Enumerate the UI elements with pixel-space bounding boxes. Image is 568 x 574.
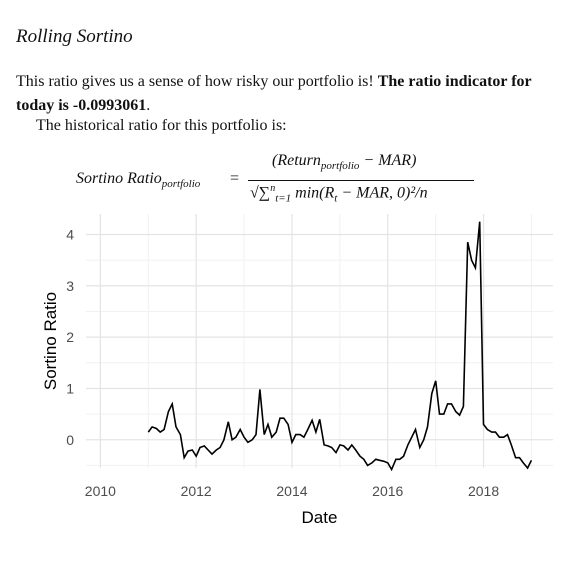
- section-heading: Rolling Sortino: [16, 26, 133, 47]
- formula-denominator: √∑nt=1 min(Rt − MAR, 0)²/n: [250, 183, 428, 205]
- x-tick-label: 2014: [276, 483, 307, 499]
- sortino-chart: 0 1 2 3 4 2010 2012 2014 2016 2018 Date Sortino …: [41, 214, 553, 527]
- y-tick-label: 3: [66, 278, 74, 294]
- y-tick-label: 4: [66, 227, 74, 243]
- intro-paragraph: This ratio gives us a sense of how risky…: [16, 70, 556, 118]
- sortino-series-line: [147, 221, 533, 472]
- formula-fraction-bar: [248, 180, 474, 181]
- formula-equals: =: [230, 170, 240, 187]
- formula-numerator: (Returnportfolio − MAR): [272, 152, 417, 173]
- x-tick-labels: 2010 2012 2014 2016 2018: [85, 483, 500, 499]
- y-tick-label: 0: [66, 432, 74, 448]
- intro-text: This ratio gives us a sense of how risky…: [16, 73, 378, 90]
- x-tick-label: 2018: [468, 483, 499, 499]
- intro-end: .: [146, 97, 151, 114]
- x-tick-label: 2010: [85, 483, 116, 499]
- history-text: The historical ratio for this portfolio …: [36, 117, 287, 134]
- x-axis-label: Date: [302, 508, 338, 527]
- ratio-today-text: The ratio indicator for today is -0.0993…: [16, 73, 532, 114]
- x-tick-label: 2012: [181, 483, 212, 499]
- y-tick-label: 1: [66, 380, 74, 396]
- chart-grid: [86, 214, 553, 468]
- y-tick-labels: 0 1 2 3 4: [66, 227, 74, 448]
- y-axis-label: Sortino Ratio: [41, 292, 60, 390]
- formula-lhs: Sortino Ratioportfolio: [76, 170, 201, 191]
- y-tick-label: 2: [66, 329, 74, 345]
- x-tick-label: 2016: [372, 483, 403, 499]
